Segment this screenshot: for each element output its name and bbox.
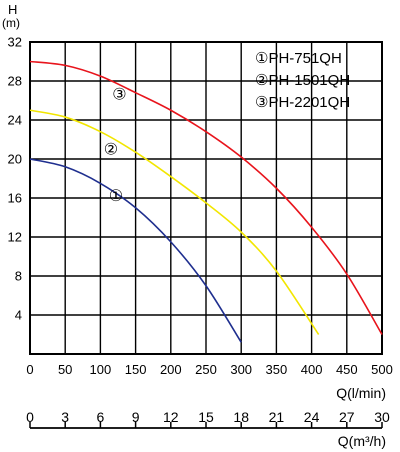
- series-marker-3: ③: [112, 87, 126, 104]
- legend-entry-1: ①PH-751QH: [255, 50, 342, 67]
- x-tick-label-lpm: 400: [301, 362, 323, 377]
- x-tick-label-lpm: 450: [336, 362, 358, 377]
- y-tick-label: 32: [8, 35, 22, 50]
- series-line-3: [29, 60, 383, 335]
- series-line-2: [29, 109, 320, 335]
- x-tick-label-m3h: 12: [163, 409, 179, 425]
- x-axis-label-lpm: Q(l/min): [336, 385, 386, 401]
- x-tick-label-m3h: 9: [132, 409, 140, 425]
- x-tick-label-m3h: 24: [304, 409, 320, 425]
- series-layer: ① ② ③: [29, 60, 383, 343]
- x-tick-label-lpm: 500: [371, 362, 393, 377]
- series-line-1: [29, 158, 242, 343]
- y-axis-unit: (m): [2, 16, 20, 30]
- x-tick-labels-lpm: 0 50 100 150 200 250 300 350 400 450 500: [26, 362, 392, 377]
- x-tick-label-m3h: 27: [339, 409, 355, 425]
- y-tick-label: 28: [8, 74, 22, 89]
- x-tick-label-lpm: 100: [90, 362, 112, 377]
- x-tick-label-m3h: 18: [233, 409, 249, 425]
- x-tick-label-m3h: 21: [269, 409, 285, 425]
- x-tick-label-lpm: 300: [230, 362, 252, 377]
- x-axis-label-m3h: Q(m³/h): [338, 433, 386, 449]
- plot-frame: [29, 41, 383, 355]
- legend-entry-3: ③PH-2201QH: [255, 94, 350, 111]
- x-tick-label-lpm: 200: [160, 362, 182, 377]
- legend: ①PH-751QH ②PH-1501QH ③PH-2201QH: [255, 50, 350, 111]
- y-tick-label: 8: [15, 269, 22, 284]
- x-tick-label-lpm: 50: [58, 362, 72, 377]
- y-tick-labels: 4 8 12 16 20 24 28 32: [8, 35, 22, 323]
- x-tick-label-m3h: 30: [374, 409, 390, 425]
- x-axis-m3h: 0 3 6 9 12 15 18 21 24 27 30: [26, 409, 390, 429]
- x-tick-label-m3h: 15: [198, 409, 214, 425]
- x-tick-label-lpm: 150: [125, 362, 147, 377]
- y-tick-label: 20: [8, 152, 22, 167]
- y-tick-label: 16: [8, 191, 22, 206]
- grid-lines: [30, 42, 382, 354]
- y-tick-label: 4: [15, 308, 22, 323]
- x-tick-label-lpm: 0: [26, 362, 33, 377]
- x-tick-label-m3h: 0: [26, 409, 34, 425]
- y-axis-label: H: [8, 2, 17, 17]
- x-tick-label-lpm: 250: [195, 362, 217, 377]
- y-tick-label: 12: [8, 230, 22, 245]
- series-marker-1: ①: [109, 188, 123, 205]
- series-marker-2: ②: [104, 141, 118, 158]
- x-tick-label-m3h: 6: [97, 409, 105, 425]
- x-tick-label-lpm: 350: [266, 362, 288, 377]
- y-tick-label: 24: [8, 113, 22, 128]
- x-tick-label-m3h: 3: [61, 409, 69, 425]
- legend-entry-2: ②PH-1501QH: [255, 72, 350, 89]
